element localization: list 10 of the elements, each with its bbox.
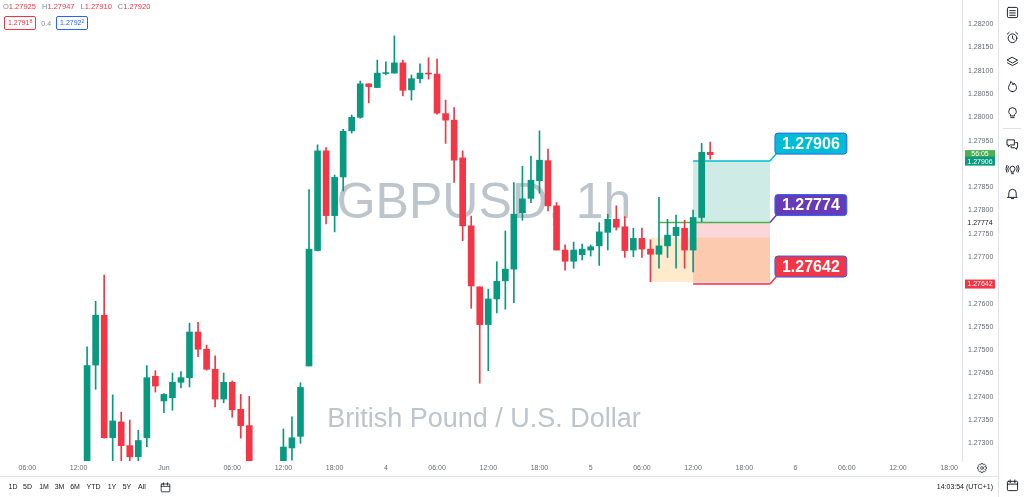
candlestick	[382, 61, 390, 76]
text: British Pound / U.S. Dollar	[327, 403, 641, 434]
candlestick	[706, 141, 714, 160]
candlestick	[365, 83, 373, 104]
ref-line-label: 1.27774	[781, 196, 840, 214]
candlestick	[288, 416, 296, 461]
candlestick	[655, 197, 663, 269]
candlestick	[672, 214, 680, 269]
ref-line-label: 1.27642	[781, 257, 840, 275]
ref-line-label: 1.27906	[781, 135, 840, 153]
